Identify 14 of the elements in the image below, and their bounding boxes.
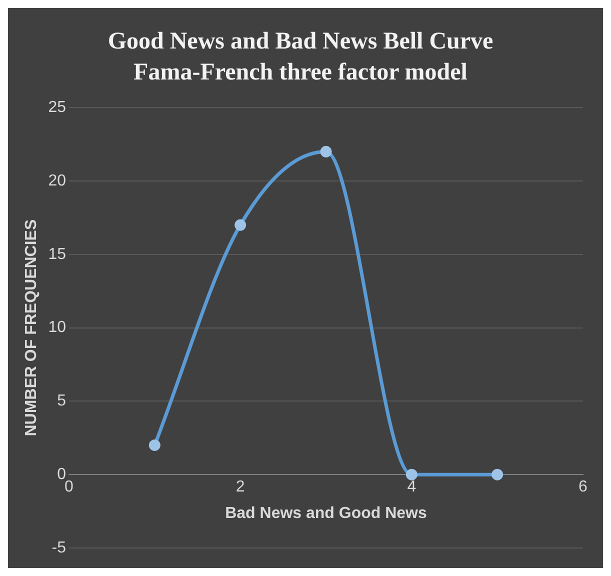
y-tick-label: 15 (48, 246, 66, 263)
y-axis-title: NUMBER OF FREQUENCIES (23, 219, 40, 436)
x-tick-label: 2 (236, 478, 245, 496)
y-tick-label: -5 (52, 539, 66, 556)
x-tick-label: 4 (407, 478, 416, 496)
y-tick-label: 10 (48, 319, 66, 336)
chart-title: Good News and Bad News Bell Curve (108, 28, 494, 55)
y-tick-label: 0 (57, 466, 66, 484)
y-tick-label: 20 (48, 172, 66, 190)
x-axis-title: Bad News and Good News (225, 504, 428, 522)
y-tick-label: 25 (48, 99, 66, 116)
chart-subtitle: Fama-French three factor model (134, 59, 468, 86)
y-tick-label: 5 (57, 392, 66, 410)
x-tick-label: 6 (578, 478, 588, 496)
